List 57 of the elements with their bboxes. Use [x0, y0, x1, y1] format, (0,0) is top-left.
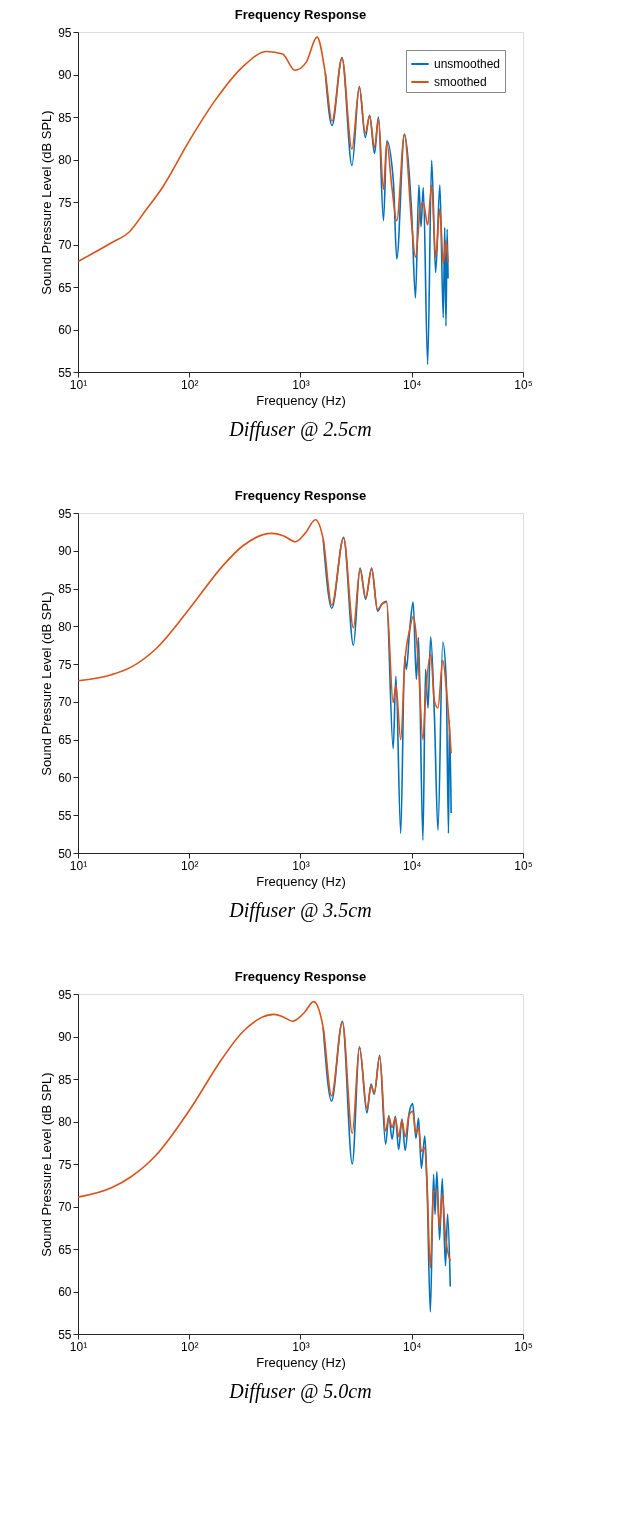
x-tick-label: 10⁴ [402, 858, 422, 873]
y-tick-label: 80 [58, 1115, 72, 1129]
x-tick-label: 10⁵ [514, 1339, 533, 1354]
y-tick-label: 70 [58, 238, 72, 252]
y-tick-label: 60 [58, 1285, 72, 1299]
legend-label: unsmoothed [434, 57, 501, 71]
y-tick-label: 65 [58, 1242, 72, 1257]
x-tick-label: 10² [181, 1339, 199, 1354]
x-tick-label: 10¹ [69, 858, 88, 873]
y-tick-label: 55 [58, 808, 72, 823]
x-tick-label: 10² [181, 377, 199, 392]
y-tick-label: 95 [58, 25, 72, 40]
x-tick-label: 10³ [292, 1339, 310, 1354]
y-tick-label: 55 [58, 365, 72, 380]
y-tick-label: 65 [58, 733, 72, 748]
x-axis-title: Frequency (Hz) [256, 873, 346, 889]
chart-title: Frequency Response [234, 488, 367, 503]
text: Diffuser @ 2.5cm [228, 418, 372, 441]
y-axis-title: Sound Pressure Level (dB SPL) [39, 110, 55, 295]
x-tick-label: 10⁵ [514, 858, 533, 873]
text: Diffuser @ 3.5cm [228, 899, 372, 922]
y-axis-title: Sound Pressure Level (dB SPL) [39, 591, 55, 776]
text: Diffuser @ 5.0cm [228, 1380, 372, 1403]
x-tick-label: 10² [181, 858, 199, 873]
y-tick-label: 80 [58, 153, 72, 167]
legend-label: smoothed [434, 75, 487, 89]
y-tick-label: 85 [58, 1072, 72, 1087]
y-tick-label: 75 [58, 195, 72, 210]
chart-title: Frequency Response [234, 7, 367, 22]
y-tick-label: 85 [58, 110, 72, 125]
y-tick-label: 95 [58, 987, 72, 1002]
y-tick-label: 55 [58, 1327, 72, 1342]
x-axis-title: Frequency (Hz) [256, 1354, 346, 1370]
x-tick-label: 10⁴ [402, 1339, 422, 1354]
x-tick-label: 10¹ [69, 1339, 88, 1354]
y-tick-label: 60 [58, 770, 72, 785]
y-tick-label: 80 [58, 619, 72, 634]
y-axis-title: Sound Pressure Level (dB SPL) [39, 1072, 55, 1257]
y-tick-label: 85 [58, 582, 72, 597]
x-axis-title: Frequency (Hz) [256, 392, 346, 408]
x-tick-label: 10¹ [69, 377, 88, 392]
y-tick-label: 75 [58, 1157, 72, 1172]
x-tick-label: 10³ [292, 377, 310, 392]
y-tick-label: 70 [58, 1200, 72, 1214]
y-tick-label: 65 [58, 280, 72, 295]
y-tick-label: 90 [58, 544, 72, 559]
x-tick-label: 10⁵ [514, 377, 533, 392]
y-tick-label: 90 [58, 1030, 72, 1044]
y-tick-label: 90 [58, 68, 72, 82]
x-tick-label: 10⁴ [402, 377, 422, 392]
y-tick-label: 95 [58, 506, 72, 521]
chart-title: Frequency Response [234, 969, 367, 984]
y-tick-label: 75 [58, 657, 72, 672]
y-tick-label: 60 [58, 323, 72, 337]
y-tick-label: 50 [58, 846, 72, 861]
x-tick-label: 10³ [292, 858, 310, 873]
y-tick-label: 70 [58, 695, 72, 710]
